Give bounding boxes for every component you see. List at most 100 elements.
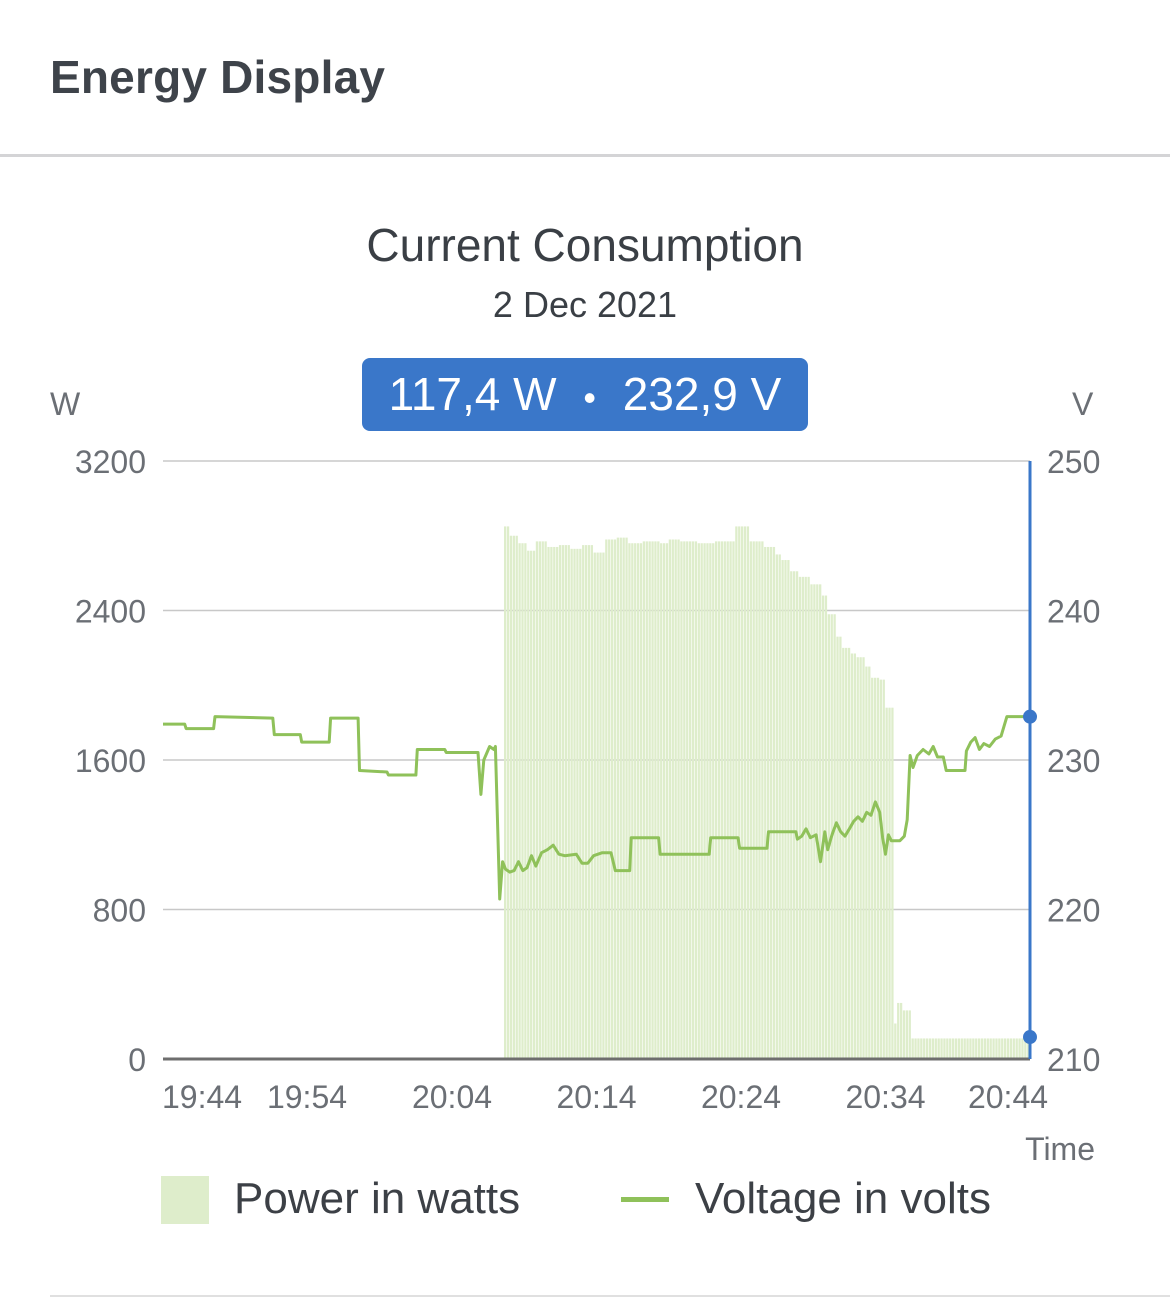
power-bar[interactable] (665, 543, 669, 1059)
power-bar[interactable] (853, 653, 856, 1059)
power-bar[interactable] (891, 707, 894, 1059)
power-bar[interactable] (781, 560, 784, 1059)
power-bar[interactable] (1015, 1038, 1018, 1059)
power-bar[interactable] (1018, 1038, 1021, 1059)
power-bar[interactable] (902, 1010, 906, 1059)
power-bar[interactable] (625, 537, 628, 1059)
power-bar[interactable] (882, 679, 885, 1059)
power-bar[interactable] (801, 576, 804, 1059)
power-bar[interactable] (723, 541, 726, 1059)
power-bar[interactable] (767, 546, 770, 1059)
power-bar[interactable] (873, 677, 877, 1059)
power-bar[interactable] (544, 541, 547, 1059)
power-bar[interactable] (775, 554, 778, 1059)
power-bar[interactable] (951, 1038, 955, 1059)
power-bar[interactable] (518, 543, 521, 1059)
power-bar[interactable] (717, 541, 721, 1059)
power-bar[interactable] (530, 550, 533, 1059)
power-bar[interactable] (897, 1002, 900, 1059)
power-bar[interactable] (584, 545, 588, 1059)
power-bar[interactable] (599, 552, 602, 1059)
power-bar[interactable] (859, 657, 862, 1059)
power-bar[interactable] (1009, 1038, 1013, 1059)
power-bar[interactable] (833, 614, 836, 1059)
power-bar[interactable] (972, 1038, 975, 1059)
power-bar[interactable] (911, 1038, 914, 1059)
power-bar[interactable] (894, 1023, 897, 1059)
power-bar[interactable] (876, 677, 880, 1059)
cursor-power-marker[interactable] (1023, 1030, 1037, 1045)
power-bar[interactable] (706, 543, 709, 1059)
power-bar[interactable] (593, 552, 596, 1059)
power-bar[interactable] (752, 541, 755, 1059)
power-bar[interactable] (960, 1038, 963, 1059)
power-bar[interactable] (798, 576, 802, 1059)
power-bar[interactable] (524, 543, 527, 1059)
power-bar[interactable] (871, 677, 874, 1059)
power-bar[interactable] (862, 657, 865, 1059)
power-bar[interactable] (940, 1038, 943, 1059)
power-bar[interactable] (714, 541, 718, 1059)
power-bar[interactable] (561, 545, 565, 1059)
power-bar[interactable] (813, 584, 816, 1059)
power-bar[interactable] (995, 1038, 998, 1059)
power-bar[interactable] (506, 526, 510, 1059)
power-bar[interactable] (847, 647, 851, 1059)
power-bar[interactable] (720, 541, 724, 1059)
power-bar[interactable] (576, 548, 579, 1059)
power-bar[interactable] (769, 546, 773, 1059)
power-bar[interactable] (567, 545, 570, 1059)
power-bar[interactable] (743, 526, 747, 1059)
power-bar[interactable] (819, 584, 822, 1059)
power-bar[interactable] (709, 543, 712, 1059)
power-bar[interactable] (905, 1010, 909, 1059)
power-bar[interactable] (772, 546, 776, 1059)
power-bar[interactable] (691, 541, 695, 1059)
power-bar[interactable] (700, 543, 703, 1059)
power-bar[interactable] (925, 1038, 929, 1059)
power-bar[interactable] (989, 1038, 992, 1059)
legend-voltage-label[interactable]: Voltage in volts (695, 1174, 991, 1223)
power-bar[interactable] (608, 539, 611, 1059)
power-bar[interactable] (755, 541, 758, 1059)
power-bar[interactable] (558, 545, 562, 1059)
power-bar[interactable] (795, 571, 799, 1059)
power-bar[interactable] (934, 1038, 937, 1059)
power-bar[interactable] (605, 539, 608, 1059)
power-bar[interactable] (821, 595, 825, 1059)
power-bar[interactable] (619, 537, 622, 1059)
power-bar[interactable] (694, 541, 698, 1059)
power-bar[interactable] (662, 543, 666, 1059)
power-bar[interactable] (983, 1038, 987, 1059)
power-bar[interactable] (966, 1038, 969, 1059)
power-bar[interactable] (688, 541, 692, 1059)
power-bar[interactable] (764, 546, 767, 1059)
power-bar[interactable] (642, 541, 646, 1059)
power-bar[interactable] (587, 545, 591, 1059)
power-bar[interactable] (888, 707, 891, 1059)
power-bar[interactable] (845, 647, 848, 1059)
power-bar[interactable] (1024, 1038, 1027, 1059)
power-bar[interactable] (885, 707, 888, 1059)
power-bar[interactable] (850, 653, 854, 1059)
power-bar[interactable] (842, 647, 845, 1059)
power-bar[interactable] (810, 584, 813, 1059)
power-bar[interactable] (784, 560, 787, 1059)
power-bar[interactable] (631, 543, 634, 1059)
power-bar[interactable] (527, 550, 530, 1059)
power-bar[interactable] (899, 1002, 903, 1059)
power-bar[interactable] (668, 539, 672, 1059)
power-bar[interactable] (697, 543, 700, 1059)
power-bar[interactable] (547, 546, 550, 1059)
power-bar[interactable] (556, 546, 559, 1059)
legend-power-label[interactable]: Power in watts (234, 1174, 521, 1223)
power-bar[interactable] (686, 541, 689, 1059)
power-bar[interactable] (793, 571, 796, 1059)
power-bar[interactable] (613, 539, 617, 1059)
power-bar[interactable] (1027, 1038, 1030, 1059)
power-bar[interactable] (570, 548, 573, 1059)
power-bar[interactable] (648, 541, 651, 1059)
power-bar[interactable] (726, 541, 729, 1059)
power-bar[interactable] (651, 541, 654, 1059)
power-bar[interactable] (923, 1038, 926, 1059)
